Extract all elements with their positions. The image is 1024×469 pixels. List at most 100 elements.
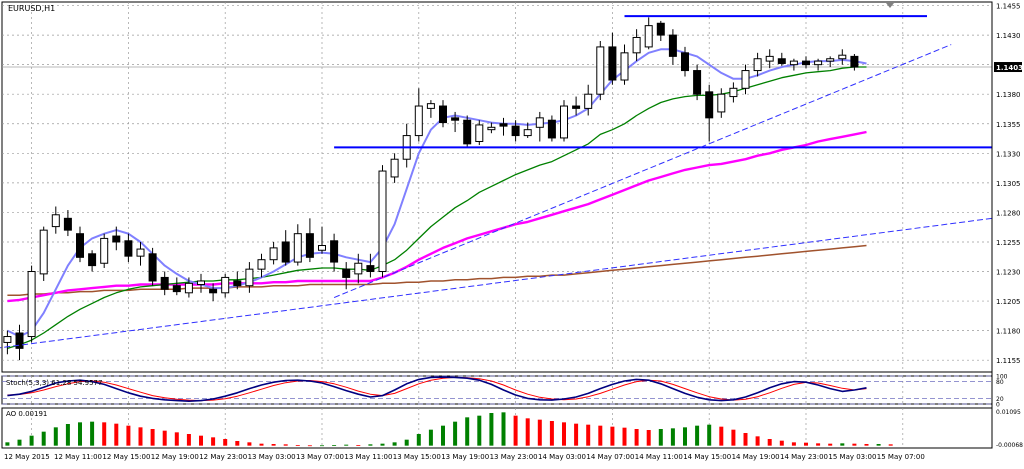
candle-body bbox=[76, 233, 84, 258]
ao-bar bbox=[888, 444, 893, 446]
trend-line[interactable] bbox=[333, 44, 952, 298]
stoch-tick-label: 100 bbox=[996, 374, 1008, 381]
ao-bar bbox=[501, 412, 506, 446]
y-tick-label: 1.1155 bbox=[996, 357, 1021, 365]
candle-body bbox=[681, 52, 689, 72]
ao-bar bbox=[610, 426, 615, 446]
candle-body bbox=[451, 117, 460, 121]
ao-bar bbox=[356, 445, 361, 446]
ao-bar bbox=[428, 429, 433, 446]
candle-body bbox=[802, 60, 810, 66]
x-tick-label: 13 May 23:00 bbox=[490, 453, 538, 461]
candle-body bbox=[596, 46, 605, 95]
shift-marker-icon[interactable] bbox=[886, 3, 894, 8]
x-tick-label: 12 May 11:00 bbox=[54, 453, 102, 461]
ao-bar bbox=[622, 427, 627, 446]
x-tick-label: 14 May 11:00 bbox=[635, 453, 683, 461]
candle-body bbox=[293, 233, 302, 263]
ao-bar bbox=[114, 423, 119, 446]
ao-bar bbox=[453, 421, 458, 446]
candle-body bbox=[342, 268, 351, 278]
candle-body bbox=[160, 276, 169, 290]
ao-bar bbox=[791, 442, 796, 446]
candle-body bbox=[523, 129, 532, 137]
x-tick-label: 12 May 2015 bbox=[4, 453, 50, 461]
candle-body bbox=[257, 259, 266, 270]
candle-body bbox=[850, 55, 859, 68]
candle-body bbox=[644, 25, 653, 48]
ao-bar bbox=[634, 429, 639, 446]
ao-bar bbox=[404, 439, 409, 446]
candle-body bbox=[535, 117, 544, 128]
candle-body bbox=[560, 105, 568, 139]
candle-body bbox=[51, 214, 60, 228]
ao-bar bbox=[295, 445, 300, 446]
drawn-lines[interactable] bbox=[0, 15, 993, 349]
stochastic-pane bbox=[2, 375, 992, 405]
ema-long-line bbox=[7, 244, 867, 296]
ao-bar bbox=[235, 441, 240, 446]
x-tick-label: 14 May 15:00 bbox=[683, 453, 731, 461]
y-tick-label: 1.1455 bbox=[996, 3, 1021, 11]
candle-body bbox=[656, 22, 665, 36]
ao-bar bbox=[586, 424, 591, 446]
y-tick-label: 1.1205 bbox=[996, 298, 1021, 306]
candle-body bbox=[814, 60, 823, 66]
ao-bar bbox=[416, 434, 421, 446]
ao-bar bbox=[199, 435, 203, 446]
ao-bar bbox=[598, 425, 603, 446]
ao-bar bbox=[465, 417, 470, 446]
candle-body bbox=[184, 282, 193, 294]
candle-body bbox=[414, 105, 423, 137]
ao-bar bbox=[646, 430, 651, 446]
ao-tick-label: -0.00068 bbox=[996, 442, 1023, 449]
candle-body bbox=[100, 237, 109, 264]
ao-bar bbox=[78, 422, 82, 446]
candle-body bbox=[172, 285, 181, 293]
x-tick-label: 15 May 03:00 bbox=[828, 453, 876, 461]
ao-bar bbox=[828, 443, 833, 446]
ao-bar bbox=[211, 437, 216, 446]
candle-body bbox=[499, 123, 508, 127]
x-tick-label: 12 May 19:00 bbox=[151, 453, 199, 461]
ao-bar bbox=[392, 442, 397, 446]
ao-bar bbox=[5, 442, 10, 446]
current-price-box bbox=[994, 62, 1022, 73]
ao-bar bbox=[223, 439, 228, 446]
candle-body bbox=[620, 52, 629, 81]
candle-body bbox=[741, 70, 750, 89]
candle-body bbox=[209, 288, 218, 294]
ao-bar bbox=[779, 440, 784, 446]
ao-bar bbox=[283, 444, 288, 446]
candle-body bbox=[281, 241, 290, 263]
ao-bar bbox=[574, 423, 579, 446]
x-tick-label: 13 May 15:00 bbox=[393, 453, 441, 461]
y-tick-label: 1.1355 bbox=[996, 121, 1021, 129]
y-tick-label: 1.1305 bbox=[996, 180, 1021, 188]
candle-body bbox=[221, 276, 230, 294]
candle-body bbox=[608, 46, 617, 81]
stoch-title: Stoch(5,3,3) 61.28 54.9577 bbox=[6, 379, 102, 387]
candle-body bbox=[15, 332, 24, 349]
trend-line[interactable] bbox=[0, 217, 993, 349]
candle-body bbox=[693, 70, 702, 95]
ao-bar bbox=[138, 427, 143, 446]
ema-slow-line bbox=[7, 130, 867, 303]
ao-bar bbox=[489, 413, 494, 446]
ao-bar bbox=[380, 443, 385, 446]
candle-body bbox=[777, 58, 786, 64]
x-tick-label: 14 May 23:00 bbox=[780, 453, 828, 461]
candle-body bbox=[463, 119, 472, 145]
candle-body bbox=[765, 55, 774, 62]
candle-body bbox=[717, 93, 726, 113]
stoch-tick-label: 80 bbox=[996, 379, 1004, 386]
candle-body bbox=[245, 268, 254, 287]
ao-bar bbox=[840, 443, 845, 446]
candle-body bbox=[305, 233, 314, 258]
ao-bar bbox=[102, 422, 107, 446]
candle-body bbox=[197, 280, 205, 286]
candle-body bbox=[112, 235, 121, 243]
stoch-tick-label: 0 bbox=[996, 402, 1000, 409]
